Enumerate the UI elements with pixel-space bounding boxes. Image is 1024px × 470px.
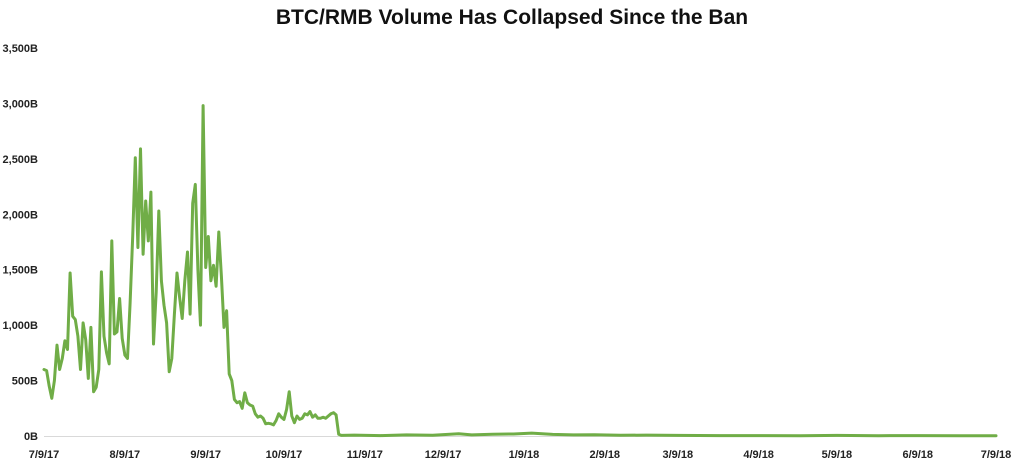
x-tick-label: 5/9/18	[822, 449, 853, 461]
x-tick-label: 7/9/18	[981, 449, 1012, 461]
y-tick-label: 3,500B	[3, 43, 39, 55]
x-tick-label: 7/9/17	[29, 449, 60, 461]
chart-title: BTC/RMB Volume Has Collapsed Since the B…	[275, 6, 749, 29]
x-tick-label: 8/9/17	[110, 449, 141, 461]
series-line	[42, 104, 998, 438]
y-tick-label: 2,000B	[3, 209, 39, 221]
x-tick-label: 4/9/18	[743, 449, 774, 461]
y-tick-label: 2,500B	[3, 154, 39, 166]
y-tick-label: 3,000B	[3, 98, 39, 110]
y-tick-label: 1,500B	[3, 265, 39, 277]
x-axis-labels: 7/9/17 8/9/17 9/9/17 10/9/17 11/9/17 12/9/17 1…	[29, 449, 1012, 461]
x-tick-label: 9/9/17	[190, 449, 221, 461]
x-tick-label: 12/9/17	[425, 449, 462, 461]
x-tick-label: 3/9/18	[663, 449, 694, 461]
x-tick-label: 11/9/17	[347, 449, 383, 461]
x-tick-label: 2/9/18	[589, 449, 620, 461]
y-tick-label: 0B	[24, 431, 38, 443]
y-tick-label: 1,000B	[3, 320, 39, 332]
x-tick-label: 6/9/18	[902, 449, 933, 461]
x-tick-label: 1/9/18	[509, 449, 540, 461]
x-tick-label: 10/9/17	[266, 449, 303, 461]
y-tick-label: 500B	[12, 376, 38, 388]
y-axis-labels: 0B 500B 1,000B 1,500B 2,000B 2,500B 3,000B 3,50…	[3, 43, 39, 443]
